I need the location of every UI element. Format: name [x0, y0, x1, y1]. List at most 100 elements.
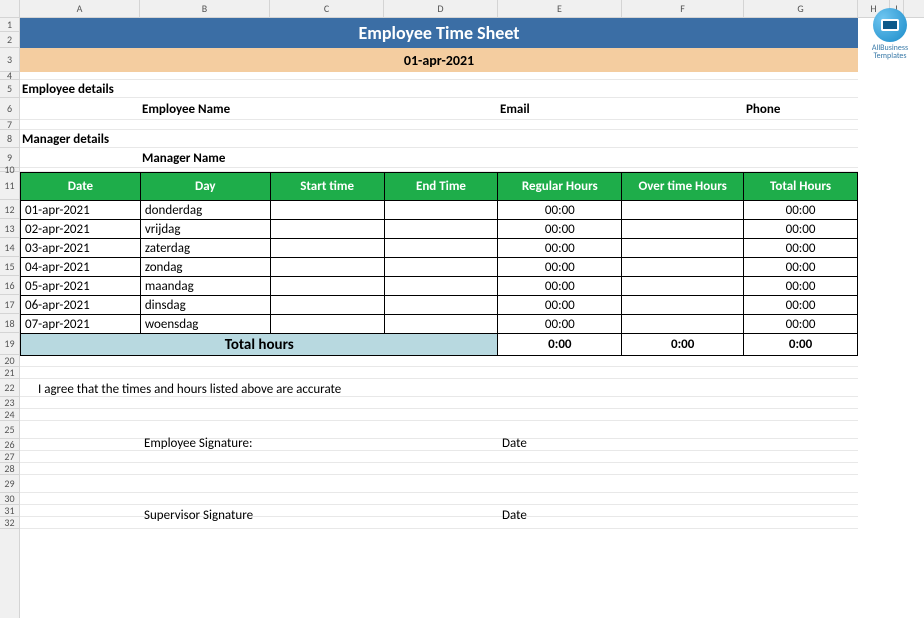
row-header-11[interactable]: 11 — [0, 172, 19, 200]
table-cell[interactable] — [270, 201, 384, 220]
row-header-14[interactable]: 14 — [0, 238, 19, 257]
table-cell[interactable] — [622, 315, 744, 334]
table-cell[interactable] — [270, 239, 384, 258]
table-cell[interactable]: 00:00 — [498, 277, 622, 296]
timesheet-table[interactable]: DateDayStart timeEnd TimeRegular HoursOv… — [20, 172, 858, 356]
table-cell[interactable]: 00:00 — [744, 258, 858, 277]
row-header-5[interactable]: 5 — [0, 80, 19, 98]
table-cell[interactable] — [622, 201, 744, 220]
table-cell[interactable]: 00:00 — [498, 315, 622, 334]
table-cell[interactable]: donderdag — [140, 201, 270, 220]
table-cell[interactable] — [384, 258, 498, 277]
table-cell[interactable] — [384, 220, 498, 239]
table-cell[interactable] — [270, 315, 384, 334]
table-cell[interactable]: 01-apr-2021 — [21, 201, 141, 220]
table-cell[interactable]: 00:00 — [498, 201, 622, 220]
table-header-end-time: End Time — [384, 173, 498, 201]
row-header-15[interactable]: 15 — [0, 257, 19, 276]
column-header-G[interactable]: G — [744, 0, 858, 17]
row-header-22[interactable]: 22 — [0, 379, 19, 397]
table-cell[interactable]: woensdag — [140, 315, 270, 334]
agreement-text: I agree that the times and hours listed … — [34, 380, 634, 398]
row-header-17[interactable]: 17 — [0, 295, 19, 314]
table-cell[interactable]: 00:00 — [744, 239, 858, 258]
row-header-25[interactable]: 25 — [0, 421, 19, 439]
row-header-29[interactable]: 29 — [0, 475, 19, 493]
table-cell[interactable] — [270, 258, 384, 277]
table-cell[interactable]: 00:00 — [744, 315, 858, 334]
row-header-28[interactable]: 28 — [0, 463, 19, 475]
table-cell[interactable] — [384, 277, 498, 296]
table-cell[interactable]: vrijdag — [140, 220, 270, 239]
table-cell[interactable]: 03-apr-2021 — [21, 239, 141, 258]
column-header-D[interactable]: D — [384, 0, 498, 17]
table-row[interactable]: 02-apr-2021vrijdag 00:00 00:00 — [21, 220, 858, 239]
row-header-8[interactable]: 8 — [0, 130, 19, 148]
table-cell[interactable] — [622, 277, 744, 296]
table-cell[interactable] — [622, 258, 744, 277]
row-header-12[interactable]: 12 — [0, 200, 19, 219]
table-cell[interactable]: 05-apr-2021 — [21, 277, 141, 296]
select-all-corner[interactable] — [0, 0, 19, 18]
table-cell[interactable]: zondag — [140, 258, 270, 277]
manager-name-label: Manager Name — [140, 148, 290, 168]
table-row[interactable]: 01-apr-2021donderdag 00:00 00:00 — [21, 201, 858, 220]
row-header-1[interactable]: 1 — [0, 18, 19, 32]
table-cell[interactable] — [270, 220, 384, 239]
table-cell[interactable]: 00:00 — [498, 239, 622, 258]
employee-signature-label: Employee Signature: — [140, 434, 340, 452]
table-cell[interactable] — [384, 296, 498, 315]
table-row[interactable]: 05-apr-2021maandag 00:00 00:00 — [21, 277, 858, 296]
totals-row: Total hours0:000:000:00 — [21, 334, 858, 356]
table-cell[interactable] — [270, 296, 384, 315]
column-header-A[interactable]: A — [20, 0, 140, 17]
table-cell[interactable]: 00:00 — [498, 258, 622, 277]
table-cell[interactable]: 06-apr-2021 — [21, 296, 141, 315]
row-header-32[interactable]: 32 — [0, 517, 19, 529]
totals-ot: 0:00 — [622, 334, 744, 356]
row-header-24[interactable]: 24 — [0, 409, 19, 421]
table-row[interactable]: 07-apr-2021woensdag 00:00 00:00 — [21, 315, 858, 334]
table-cell[interactable]: 00:00 — [744, 201, 858, 220]
table-row[interactable]: 04-apr-2021zondag 00:00 00:00 — [21, 258, 858, 277]
column-header-C[interactable]: C — [270, 0, 384, 17]
row-header-4[interactable]: 4 — [0, 72, 19, 80]
table-cell[interactable]: zaterdag — [140, 239, 270, 258]
table-cell[interactable] — [384, 315, 498, 334]
table-cell[interactable]: 04-apr-2021 — [21, 258, 141, 277]
totals-total: 0:00 — [744, 334, 858, 356]
table-cell[interactable]: maandag — [140, 277, 270, 296]
table-cell[interactable]: 00:00 — [498, 296, 622, 315]
row-header-16[interactable]: 16 — [0, 276, 19, 295]
table-header-regular-hours: Regular Hours — [498, 173, 622, 201]
row-header-7[interactable]: 7 — [0, 120, 19, 130]
table-cell[interactable] — [622, 239, 744, 258]
table-cell[interactable]: dinsdag — [140, 296, 270, 315]
row-header-19[interactable]: 19 — [0, 333, 19, 355]
gridline-row — [20, 409, 858, 421]
row-header-21[interactable]: 21 — [0, 367, 19, 379]
table-cell[interactable]: 07-apr-2021 — [21, 315, 141, 334]
table-cell[interactable]: 00:00 — [498, 220, 622, 239]
column-header-B[interactable]: B — [140, 0, 270, 17]
table-cell[interactable]: 00:00 — [744, 277, 858, 296]
column-header-F[interactable]: F — [622, 0, 744, 17]
table-cell[interactable] — [622, 220, 744, 239]
table-cell[interactable]: 02-apr-2021 — [21, 220, 141, 239]
table-cell[interactable] — [384, 239, 498, 258]
row-header-6[interactable]: 6 — [0, 98, 19, 120]
table-row[interactable]: 06-apr-2021dinsdag 00:00 00:00 — [21, 296, 858, 315]
totals-reg: 0:00 — [498, 334, 622, 356]
table-row[interactable]: 03-apr-2021zaterdag 00:00 00:00 — [21, 239, 858, 258]
table-cell[interactable] — [384, 201, 498, 220]
row-header-2[interactable]: 2 — [0, 32, 19, 48]
logo-icon — [873, 8, 907, 42]
table-cell[interactable]: 00:00 — [744, 220, 858, 239]
row-header-18[interactable]: 18 — [0, 314, 19, 333]
column-header-E[interactable]: E — [498, 0, 622, 17]
table-cell[interactable] — [270, 277, 384, 296]
row-header-13[interactable]: 13 — [0, 219, 19, 238]
table-cell[interactable] — [622, 296, 744, 315]
table-cell[interactable]: 00:00 — [744, 296, 858, 315]
table-header-over-time-hours: Over time Hours — [622, 173, 744, 201]
